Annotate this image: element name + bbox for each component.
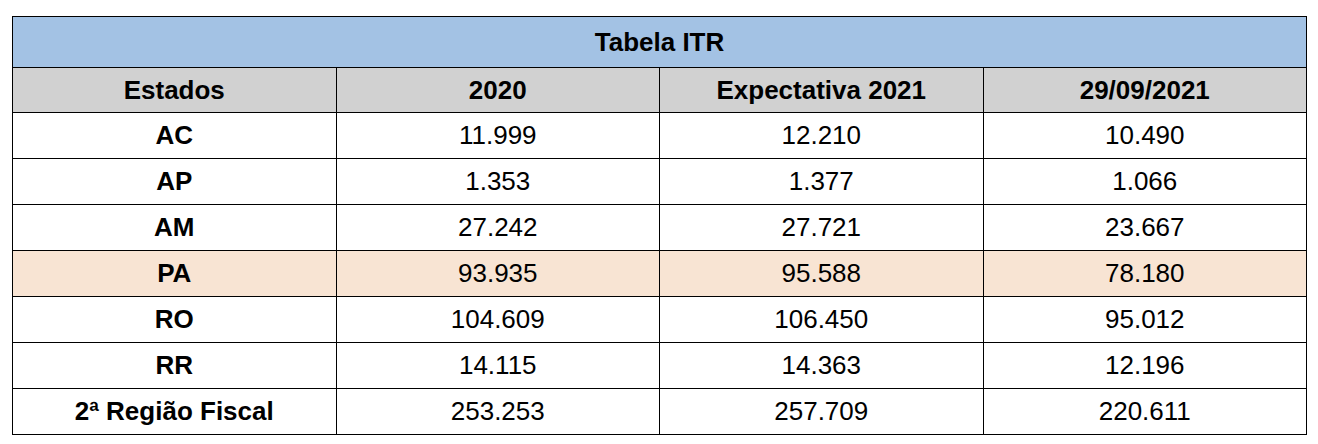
value-2020-cell: 253.253	[336, 389, 660, 435]
value-expectativa-cell: 1.377	[660, 159, 984, 205]
state-cell: RR	[13, 343, 337, 389]
value-2020-cell: 27.242	[336, 205, 660, 251]
value-expectativa-cell: 12.210	[660, 113, 984, 159]
state-cell: 2ª Região Fiscal	[13, 389, 337, 435]
table-row-ac: AC 11.999 12.210 10.490	[13, 113, 1307, 159]
value-date-cell: 1.066	[983, 159, 1307, 205]
value-expectativa-cell: 257.709	[660, 389, 984, 435]
table-row-total-2a-regiao-fiscal: 2ª Região Fiscal 253.253 257.709 220.611	[13, 389, 1307, 435]
page-background: Tabela ITR Estados 2020 Expectativa 2021…	[0, 0, 1318, 444]
header-row: Estados 2020 Expectativa 2021 29/09/2021	[13, 68, 1307, 113]
value-expectativa-cell: 14.363	[660, 343, 984, 389]
column-header-estados: Estados	[13, 68, 337, 113]
value-expectativa-cell: 95.588	[660, 251, 984, 297]
value-date-cell: 12.196	[983, 343, 1307, 389]
column-header-expectativa-2021: Expectativa 2021	[660, 68, 984, 113]
state-cell: AC	[13, 113, 337, 159]
state-cell: RO	[13, 297, 337, 343]
state-cell: PA	[13, 251, 337, 297]
table-title: Tabela ITR	[13, 17, 1307, 68]
value-expectativa-cell: 27.721	[660, 205, 984, 251]
value-2020-cell: 93.935	[336, 251, 660, 297]
state-cell: AP	[13, 159, 337, 205]
value-date-cell: 10.490	[983, 113, 1307, 159]
value-2020-cell: 11.999	[336, 113, 660, 159]
value-2020-cell: 104.609	[336, 297, 660, 343]
value-date-cell: 220.611	[983, 389, 1307, 435]
value-2020-cell: 14.115	[336, 343, 660, 389]
state-cell: AM	[13, 205, 337, 251]
column-header-2020: 2020	[336, 68, 660, 113]
table-row-pa-highlighted: PA 93.935 95.588 78.180	[13, 251, 1307, 297]
value-date-cell: 78.180	[983, 251, 1307, 297]
title-row: Tabela ITR	[13, 17, 1307, 68]
itr-table: Tabela ITR Estados 2020 Expectativa 2021…	[12, 16, 1307, 435]
table-row-am: AM 27.242 27.721 23.667	[13, 205, 1307, 251]
value-expectativa-cell: 106.450	[660, 297, 984, 343]
table-row-ap: AP 1.353 1.377 1.066	[13, 159, 1307, 205]
value-2020-cell: 1.353	[336, 159, 660, 205]
table-row-rr: RR 14.115 14.363 12.196	[13, 343, 1307, 389]
value-date-cell: 23.667	[983, 205, 1307, 251]
value-date-cell: 95.012	[983, 297, 1307, 343]
table-row-ro: RO 104.609 106.450 95.012	[13, 297, 1307, 343]
column-header-date: 29/09/2021	[983, 68, 1307, 113]
